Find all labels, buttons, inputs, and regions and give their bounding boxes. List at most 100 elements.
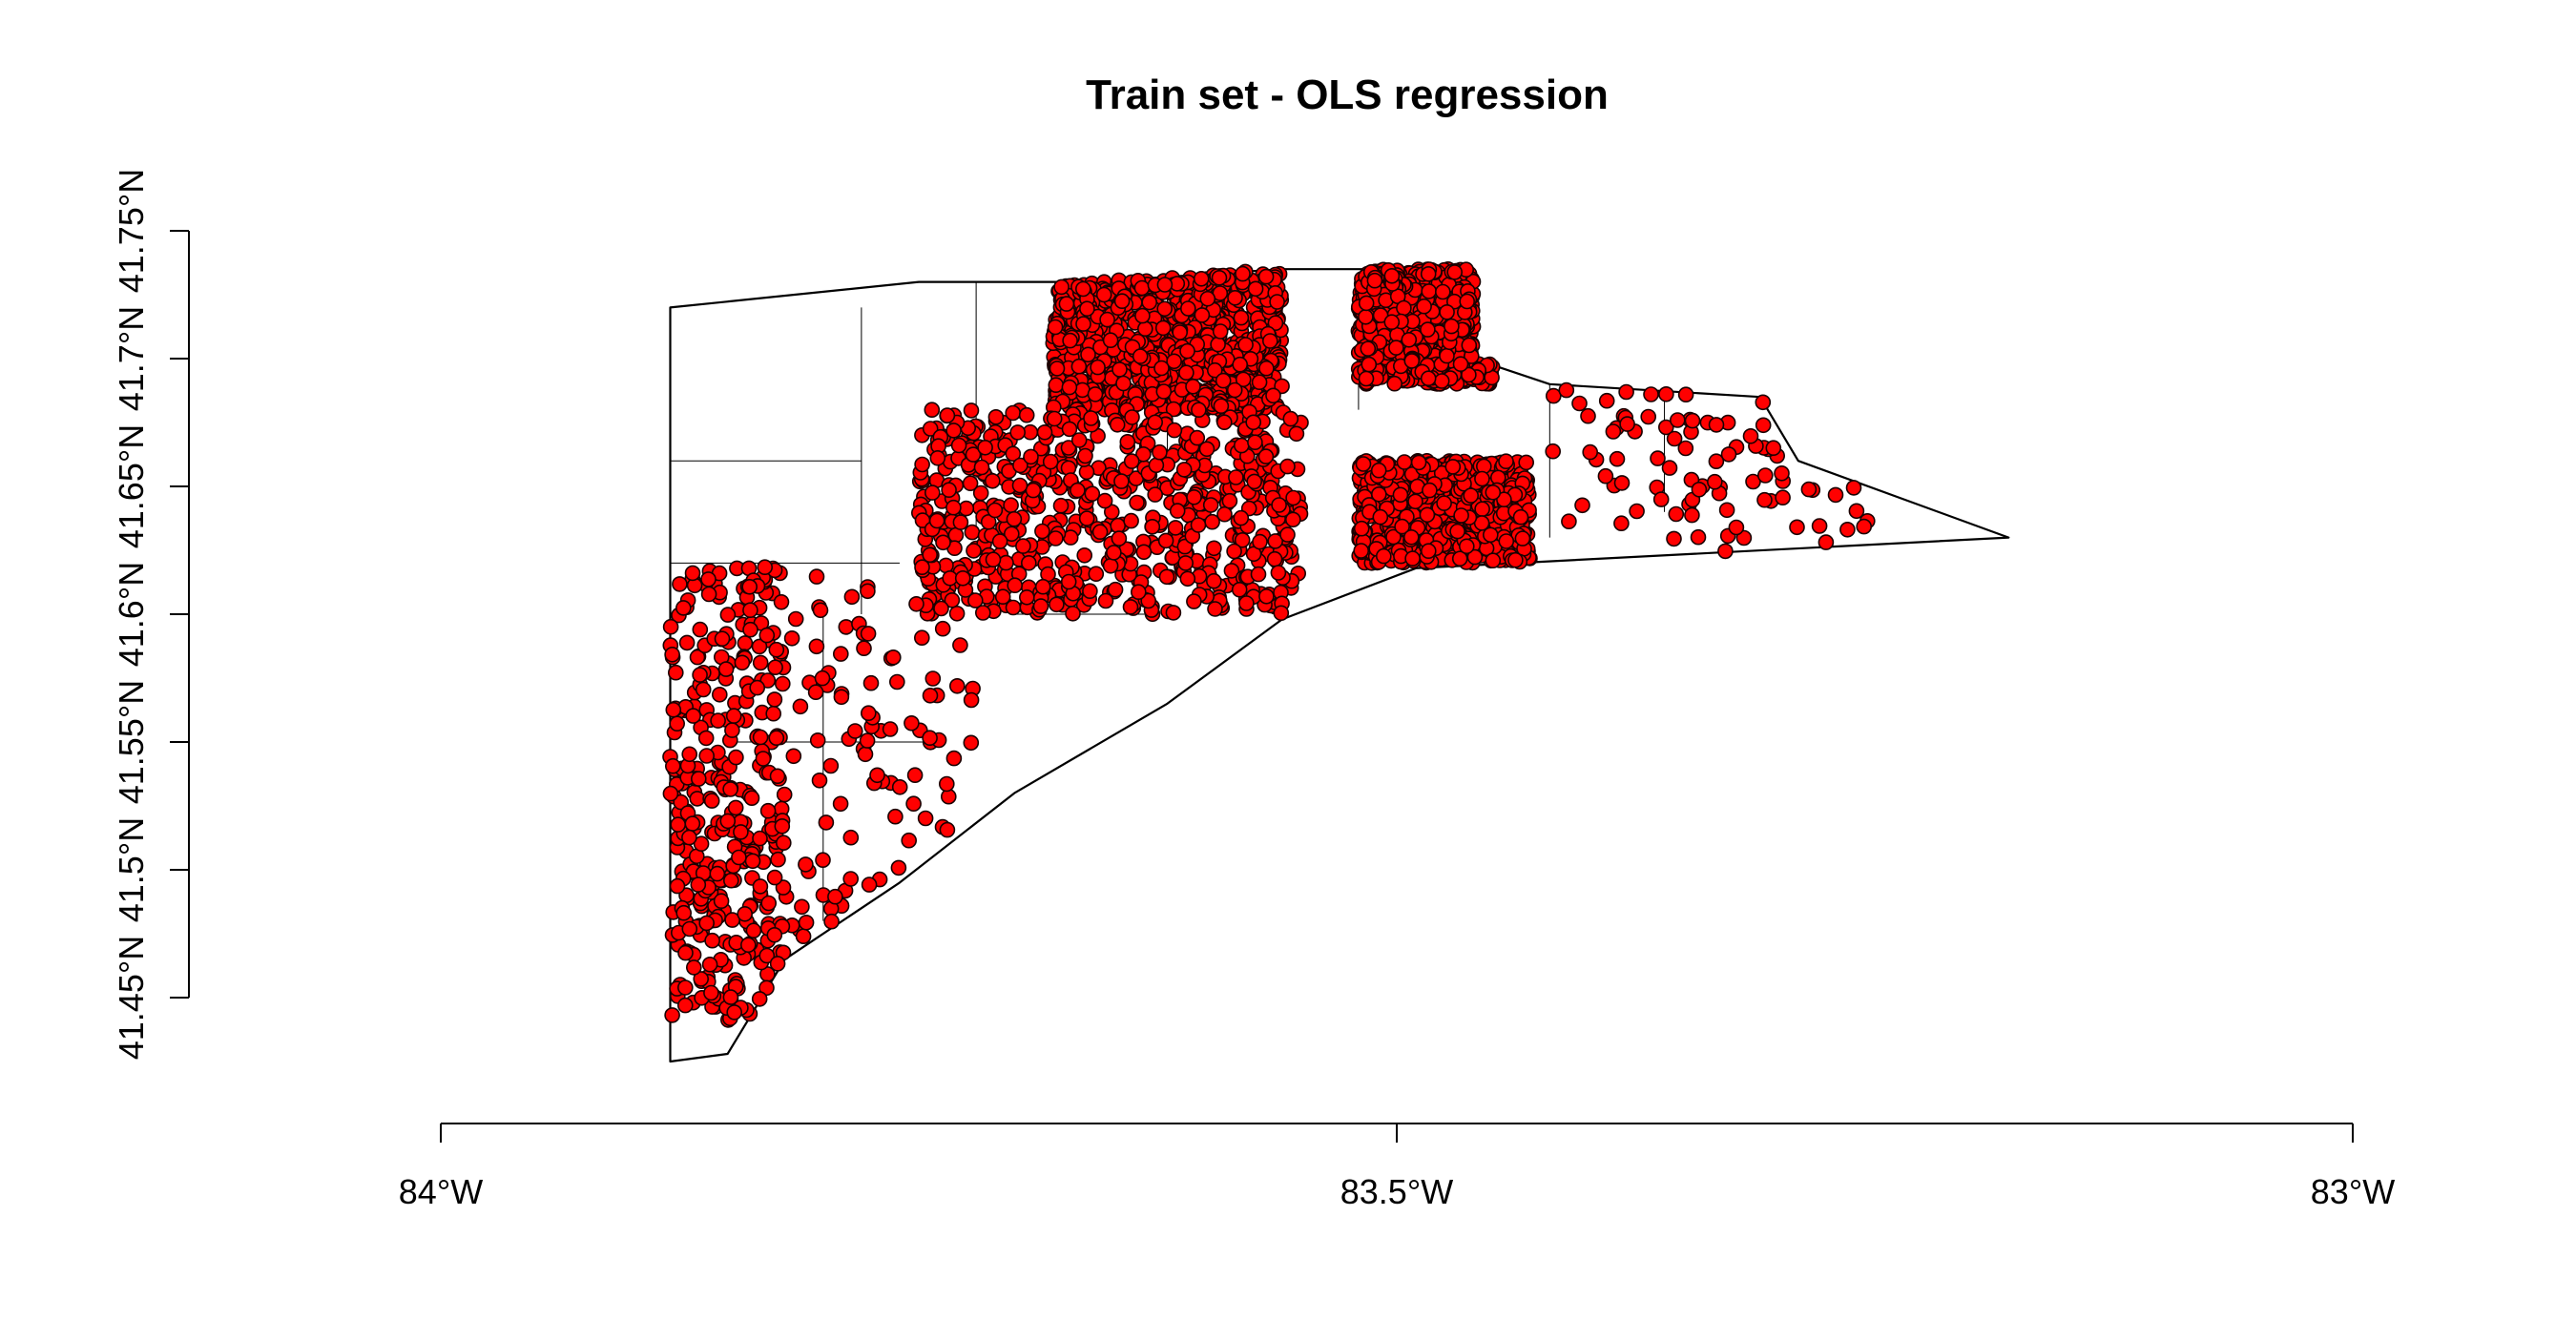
data-point bbox=[1176, 538, 1194, 555]
data-point bbox=[1717, 543, 1734, 560]
data-point bbox=[1021, 554, 1037, 571]
data-point bbox=[1206, 572, 1222, 589]
data-point bbox=[1765, 440, 1782, 457]
data-point bbox=[795, 928, 812, 945]
data-point bbox=[1113, 473, 1130, 489]
data-point bbox=[1652, 491, 1670, 507]
data-point bbox=[1129, 494, 1145, 511]
data-point bbox=[1006, 510, 1023, 527]
y-axis: 41.45°N 41.5°N 41.55°N 41.6°N 41.65°N 41.7°N 4… bbox=[112, 169, 190, 1060]
data-point bbox=[1048, 377, 1065, 394]
data-point bbox=[1123, 453, 1140, 469]
data-point bbox=[1775, 489, 1791, 506]
data-point bbox=[731, 849, 747, 866]
data-point bbox=[1684, 412, 1701, 429]
data-point bbox=[812, 602, 829, 619]
data-point bbox=[1078, 464, 1095, 481]
data-point bbox=[1018, 406, 1035, 423]
data-point bbox=[700, 586, 717, 603]
data-point bbox=[798, 856, 814, 873]
data-point bbox=[1285, 489, 1301, 506]
data-point bbox=[913, 629, 930, 647]
data-point bbox=[1190, 517, 1207, 533]
data-point bbox=[669, 877, 686, 895]
data-point bbox=[662, 618, 679, 635]
data-point bbox=[1009, 424, 1026, 441]
data-point bbox=[724, 912, 740, 928]
data-point bbox=[1708, 453, 1725, 470]
data-point bbox=[1401, 331, 1418, 348]
data-point bbox=[675, 600, 692, 616]
data-point bbox=[1119, 433, 1136, 450]
data-point bbox=[693, 835, 710, 853]
data-point bbox=[1046, 410, 1063, 427]
data-point bbox=[1011, 477, 1028, 494]
data-point bbox=[1147, 486, 1163, 503]
data-point bbox=[1420, 370, 1437, 387]
data-point bbox=[945, 750, 963, 767]
data-point bbox=[1048, 530, 1064, 546]
data-point bbox=[941, 482, 957, 499]
data-point bbox=[1251, 374, 1268, 391]
data-point bbox=[1396, 454, 1413, 470]
data-point bbox=[1845, 480, 1862, 496]
data-point bbox=[1410, 454, 1427, 471]
data-point bbox=[1102, 557, 1119, 574]
data-point bbox=[1227, 289, 1243, 306]
data-point bbox=[752, 654, 769, 671]
data-point bbox=[1666, 530, 1682, 547]
data-point bbox=[962, 475, 979, 492]
data-point bbox=[1134, 307, 1151, 324]
data-point bbox=[684, 565, 701, 582]
data-point bbox=[1211, 269, 1228, 286]
data-point bbox=[1666, 430, 1683, 447]
data-point bbox=[1728, 519, 1745, 536]
data-point bbox=[1061, 421, 1078, 438]
data-point bbox=[1102, 332, 1119, 349]
y-tick-label: 41.5°N bbox=[112, 817, 151, 922]
data-point bbox=[1684, 506, 1700, 524]
data-point bbox=[1042, 453, 1059, 470]
data-point bbox=[798, 914, 815, 931]
data-point bbox=[1580, 407, 1596, 424]
data-point bbox=[749, 679, 766, 696]
data-point bbox=[1444, 459, 1462, 475]
x-tick-label: 83°W bbox=[2311, 1172, 2395, 1211]
data-point bbox=[1439, 347, 1455, 364]
x-axis: 84°W 83.5°W 83°W bbox=[399, 1123, 2395, 1211]
data-point bbox=[1518, 454, 1534, 471]
data-point bbox=[1439, 303, 1455, 320]
data-point bbox=[1269, 294, 1285, 310]
data-point bbox=[1407, 493, 1423, 510]
data-point bbox=[1453, 507, 1469, 524]
data-point bbox=[1088, 566, 1105, 583]
data-point bbox=[755, 751, 772, 767]
data-point bbox=[1279, 526, 1296, 543]
data-point bbox=[922, 546, 939, 564]
data-point bbox=[1461, 337, 1478, 354]
y-tick-label: 41.6°N bbox=[112, 562, 151, 667]
data-point bbox=[1419, 506, 1436, 524]
data-point bbox=[856, 640, 872, 657]
data-point bbox=[952, 637, 968, 653]
data-point bbox=[672, 576, 688, 592]
data-point bbox=[948, 605, 966, 622]
data-point bbox=[1221, 492, 1238, 509]
data-point bbox=[1070, 482, 1086, 499]
data-point bbox=[794, 898, 810, 916]
data-point bbox=[745, 922, 762, 939]
data-point bbox=[1154, 320, 1172, 337]
data-point bbox=[987, 502, 1004, 519]
data-point bbox=[759, 802, 777, 819]
data-point bbox=[1360, 340, 1377, 357]
data-point bbox=[1207, 361, 1223, 379]
data-point bbox=[1186, 488, 1202, 505]
data-point bbox=[1372, 508, 1389, 526]
data-point bbox=[1166, 353, 1182, 370]
data-point bbox=[1036, 423, 1053, 441]
data-point bbox=[1099, 311, 1115, 328]
data-point bbox=[842, 829, 860, 846]
data-point bbox=[717, 661, 735, 677]
data-point bbox=[1186, 593, 1202, 609]
data-point bbox=[727, 799, 744, 816]
